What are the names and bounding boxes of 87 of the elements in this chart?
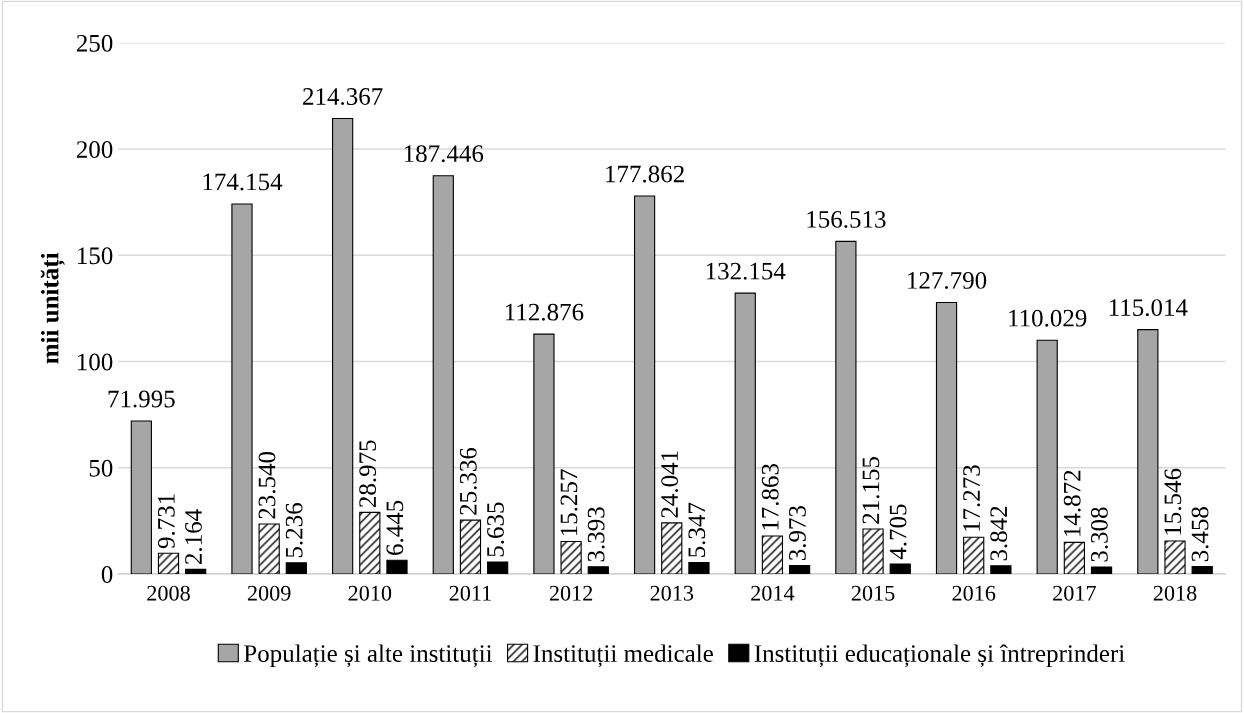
legend-label: Populație și alte instituții: [244, 644, 493, 668]
y-tick-label: 150: [78, 247, 113, 265]
bar: [487, 561, 509, 574]
legend-label: Instituții educaționale și întreprinderi: [754, 644, 1125, 668]
y-tick-label: 250: [76, 34, 113, 52]
bar: [459, 519, 482, 574]
data-label: 21.155: [862, 456, 880, 524]
x-tick-label: 2013: [650, 585, 694, 601]
data-label: 3.973: [789, 506, 806, 561]
data-label: 9.731: [157, 494, 175, 549]
bar: [734, 292, 756, 574]
bar: [935, 301, 958, 574]
data-label: 15.546: [1164, 468, 1182, 535]
bar: [560, 540, 582, 574]
x-tick-label: 2009: [247, 585, 291, 601]
bar: [761, 535, 784, 574]
bar: [1164, 540, 1186, 574]
bar: [386, 559, 408, 574]
data-label: 14.872: [1063, 470, 1081, 536]
bar: [1191, 566, 1213, 574]
bar: [533, 333, 555, 574]
data-label: 25.336: [459, 447, 477, 515]
data-label: 3.458: [1191, 507, 1209, 562]
data-label: 3.393: [587, 507, 605, 562]
data-label: 5.347: [688, 502, 706, 557]
bar: [332, 117, 354, 574]
x-tick-label: 2008: [147, 585, 190, 601]
data-label: 132.154: [706, 262, 786, 280]
y-axis-title: mii unități: [40, 252, 65, 364]
x-tick-label: 2010: [348, 585, 392, 601]
x-tick-label: 2011: [449, 585, 491, 601]
bar: [157, 552, 180, 574]
bar: [1036, 339, 1058, 574]
data-label: 71.995: [108, 390, 175, 408]
data-label: 187.446: [404, 145, 484, 163]
x-tick-label: 2016: [952, 585, 996, 601]
data-label: 177.862: [606, 165, 684, 183]
x-tick-label: 2017: [1053, 585, 1096, 601]
bar: [661, 522, 683, 574]
x-tick-label: 2014: [751, 585, 795, 601]
data-label: 110.029: [1009, 309, 1087, 327]
data-label: 6.445: [386, 500, 404, 555]
data-label: 156.513: [807, 211, 886, 228]
legend-label: Instituții medicale: [533, 644, 713, 668]
bar: [359, 511, 381, 574]
bar: [185, 568, 207, 574]
data-label: 174.154: [203, 173, 283, 191]
data-label: 3.308: [1090, 507, 1108, 562]
bar: [285, 562, 307, 574]
data-label: 4.705: [889, 504, 907, 560]
bar: [130, 420, 152, 574]
bar: [633, 195, 656, 574]
y-tick-label: 0: [101, 566, 113, 583]
data-label: 214.367: [303, 88, 383, 106]
x-tick-label: 2018: [1153, 585, 1197, 601]
bar: [1063, 541, 1085, 574]
data-label: 5.236: [285, 503, 303, 558]
bar: [963, 536, 985, 574]
y-tick-label: 100: [78, 353, 113, 371]
data-label: 115.014: [1109, 299, 1188, 317]
bar: [835, 240, 857, 574]
bar: [889, 563, 911, 574]
data-label: 17.863: [761, 463, 779, 530]
bar: [990, 565, 1012, 574]
x-tick-label: 2012: [549, 585, 593, 601]
bar: [258, 523, 280, 574]
y-tick-label: 200: [76, 141, 113, 158]
bar: [432, 175, 454, 574]
data-label: 5.635: [487, 502, 504, 557]
x-tick-label: 2015: [851, 585, 895, 601]
data-label: 17.273: [963, 465, 981, 531]
bar: [1090, 566, 1113, 574]
data-label: 24.041: [661, 451, 679, 518]
data-label: 3.842: [990, 506, 1008, 561]
bar: [788, 564, 811, 574]
bar: [688, 562, 710, 574]
y-tick-label: 50: [89, 459, 113, 477]
data-label: 28.975: [359, 440, 377, 508]
bar: [862, 528, 884, 574]
data-label: 127.790: [908, 272, 987, 289]
data-label: 112.876: [505, 303, 584, 321]
data-label: 15.257: [560, 469, 578, 536]
data-label: 2.164: [185, 509, 203, 565]
bar: [587, 566, 609, 574]
bar: [1137, 329, 1159, 574]
data-label: 23.540: [258, 451, 276, 519]
bar: [231, 203, 253, 574]
